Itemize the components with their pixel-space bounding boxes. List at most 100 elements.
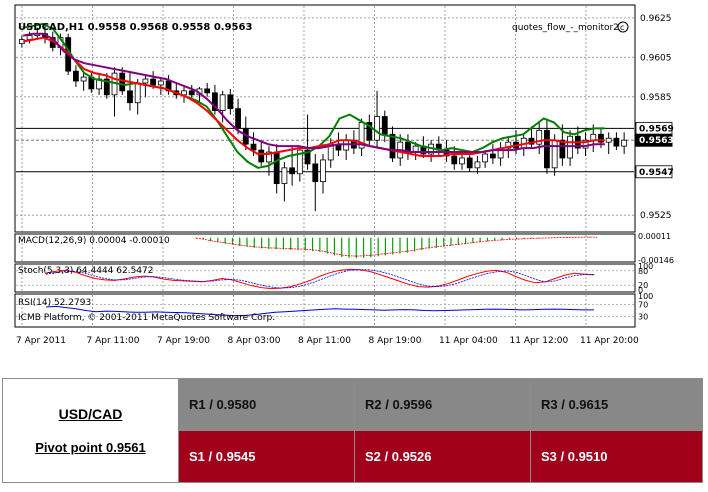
resistance-row: USD/CAD Pivot point 0.9561 R1 / 0.9580 R… [2,378,703,483]
x-tick-label: 11 Apr 04:00 [439,336,498,346]
candle-body [258,149,265,163]
moving-average-line [22,32,605,153]
stoch-signal-line [45,269,595,289]
r2-cell: R2 / 0.9596 [354,378,531,431]
rsi-tick-label: 100 [638,292,653,301]
symbol-header: USDCAD,H1 0.9558 0.9568 0.9558 0.9563 [18,22,252,33]
candle-body [127,90,133,104]
x-tick-label: 11 Apr 20:00 [580,336,639,346]
candle-body [273,151,280,185]
candle-body [312,163,319,183]
candle-body [559,139,566,159]
candle-body [459,157,465,165]
pivot-table: USD/CAD Pivot point 0.9561 R1 / 0.9580 R… [2,378,703,483]
macd-tick-label: -0.00146 [638,256,674,265]
r1-cell: R1 / 0.9580 [178,378,355,431]
candle-body [80,76,87,82]
x-tick-label: 8 Apr 03:00 [228,336,281,346]
candle-body [204,88,211,94]
current-price-label: 0.9563 [639,136,674,146]
candle-body [266,151,272,163]
macd-tick-label: 0.00011 [638,232,671,241]
candle-body [489,153,496,159]
candle-body [381,116,388,135]
rsi-tick-label: 70 [638,301,648,310]
stoch-label: Stoch(5,3,3) 64.4444 62.5472 [18,266,153,276]
candle-body [567,135,573,159]
main-pane-frame [14,4,636,233]
r3-cell: R3 / 0.9615 [530,378,703,431]
chart-area: 7 Apr 2011 7 Apr 11:00 7 Apr 19:00 8 Apr 03… [14,4,674,346]
watermark-text: ICMB Platform, © 2001-2011 MetaQuotes So… [18,313,275,323]
candle-body [582,139,589,149]
candle-body [466,157,473,169]
y-tick-label: 0.9625 [640,14,672,24]
x-tick-label: 8 Apr 19:00 [369,336,422,346]
candle-body [250,143,257,151]
x-tick-label: 8 Apr 11:00 [298,336,351,346]
candle-body [188,90,195,96]
stoch-tick-label: 0 [638,286,643,295]
support-row: S1 / 0.9545 S2 / 0.9526 S3 / 0.9510 [3,430,703,483]
candle-body [119,72,126,92]
candle-body [134,82,141,104]
level-tag-label: 0.9547 [639,168,674,178]
candle-body [613,137,620,147]
rsi-tick-label: 30 [638,312,648,321]
copyright-circle-icon: c [617,21,629,33]
svg-text:c: c [620,23,624,32]
rsi-label: RSI(14) 52.2793 [18,298,91,308]
indicator-name: quotes_flow_-_monitor2 [512,23,619,33]
candle-body [296,149,303,175]
rsi-line [45,305,594,317]
candle-body [211,92,218,112]
y-tick-label: 0.9585 [640,93,672,103]
level-tag [635,165,673,179]
x-tick-label: 11 Apr 12:00 [510,336,569,346]
current-price-tag [635,133,673,147]
candle-body [605,137,612,143]
candle-body [474,161,481,169]
x-tick-label: 7 Apr 2011 [16,336,66,346]
candle-body [366,122,373,141]
candle-body [505,141,512,149]
stoch-tick-label: 80 [638,267,648,276]
candle-body [482,153,489,163]
pair-name: USD/CAD [58,406,123,422]
candle-body [281,167,288,185]
candle-body [103,78,110,96]
candle-body [73,70,79,82]
candle-body [142,78,149,84]
y-tick-label: 0.9605 [640,53,672,63]
candle-body [536,129,543,145]
stoch-main-line [45,268,595,290]
pivot-point: Pivot point 0.9561 [35,440,146,455]
candle-body [289,167,296,175]
candle-body [320,159,326,183]
stoch-tick-label: 100 [638,262,653,271]
x-tick-label: 7 Apr 19:00 [157,336,210,346]
price-chart: 7 Apr 2011 7 Apr 11:00 7 Apr 19:00 8 Apr 03… [14,4,674,346]
candle-body [235,108,241,129]
candle-body [451,155,458,165]
pair-cell: USD/CAD Pivot point 0.9561 [2,378,179,483]
stoch-tick-label: 20 [638,281,648,290]
candle-body [219,94,226,112]
candle-body [157,80,164,86]
s3-cell: S3 / 0.9510 [530,430,703,483]
rsi-pane-frame [14,293,636,328]
s2-cell: S2 / 0.9526 [354,430,531,483]
candle-body [551,139,558,169]
s1-cell: S1 / 0.9545 [178,430,355,483]
candle-body [227,94,234,110]
y-tick-label: 0.9525 [640,211,672,221]
candle-body [621,139,628,147]
candle-body [598,133,604,143]
candle-body [389,133,396,159]
candle-body [544,129,550,169]
macd-signal-line [195,236,597,257]
candle-body [374,116,380,141]
macd-label: MACD(12,26,9) 0.00004 -0.00010 [18,236,170,246]
candle-body [150,78,157,86]
candle-body [304,149,311,165]
